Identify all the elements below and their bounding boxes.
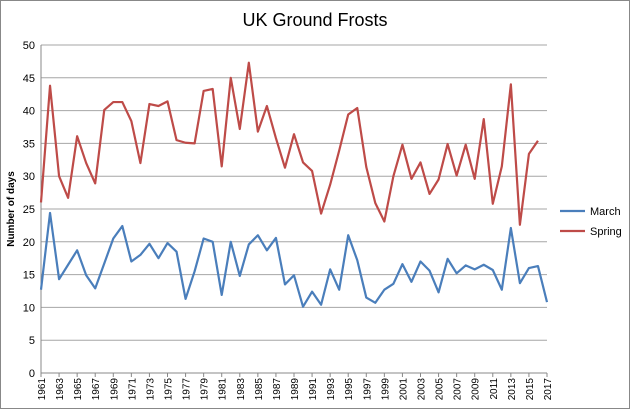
y-tick-label: 25 [23,204,35,216]
x-tick-label: 1979 [200,378,211,401]
x-tick-label: 1989 [290,378,301,401]
x-tick-label: 1999 [380,378,391,401]
x-tick-label: 1973 [145,378,156,401]
x-tick-label: 1977 [182,378,193,401]
x-tick-label: 1997 [362,378,373,401]
x-tick-label: 1987 [272,378,283,401]
line-series [39,61,539,226]
x-tick-label: 2011 [489,378,500,400]
y-tick-label: 20 [23,237,35,249]
x-tick-label: 1993 [326,378,337,401]
y-tick-label: 5 [29,335,35,347]
x-tick-label: 2009 [471,378,482,401]
x-tick-label: 2001 [398,378,409,401]
x-tick-label: 1983 [236,378,247,401]
y-axis-label: Number of days [6,171,17,247]
x-tick-label: 2005 [435,378,446,401]
line-series [39,211,549,308]
x-tick-label: 1969 [109,378,120,401]
x-tick-label: 2015 [525,378,536,401]
x-tick-label: 2017 [543,378,554,401]
x-tick-label: 1965 [73,378,84,401]
x-tick-label: 2003 [417,378,428,401]
x-tick-label: 1991 [308,378,319,401]
y-tick-label: 35 [23,138,35,150]
chart-title: UK Ground Frosts [242,10,387,30]
y-tick-label: 0 [29,368,35,380]
x-tick-label: 1981 [218,378,229,401]
x-tick-label: 2013 [507,378,518,401]
x-tick-label: 1961 [37,378,48,401]
x-tick-label: 2007 [453,378,464,401]
y-tick-label: 15 [23,270,35,282]
x-tick-label: 1975 [164,378,175,401]
y-tick-label: 50 [23,40,35,52]
y-tick-label: 30 [23,171,35,183]
x-tick-label: 1963 [55,378,66,401]
legend-label: March [590,206,621,218]
x-tick-label: 1995 [344,378,355,401]
y-tick-label: 45 [23,73,35,85]
y-tick-label: 10 [23,302,35,314]
legend-label: Spring [590,226,622,238]
x-tick-label: 1967 [91,378,102,401]
x-tick-label: 1985 [254,378,265,401]
y-tick-label: 40 [23,106,35,118]
x-tick-label: 1971 [127,378,138,401]
